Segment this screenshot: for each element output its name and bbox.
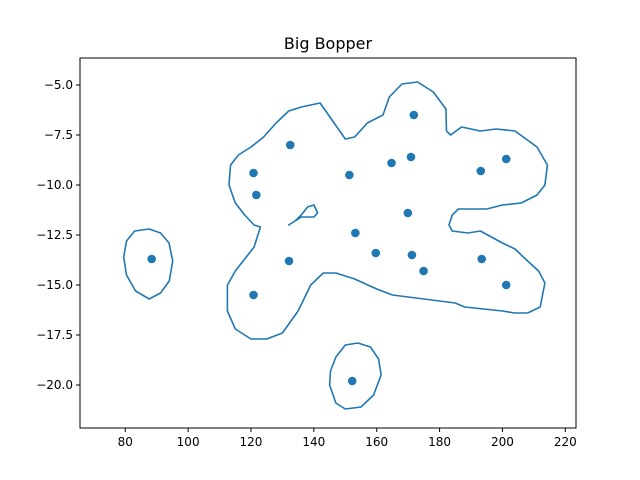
y-tick-label: −7.5: [44, 128, 73, 142]
scatter-point-17: [477, 254, 487, 264]
scatter-point-10: [387, 158, 396, 168]
axes-frame: [79, 57, 577, 429]
scatter-point-8: [347, 376, 357, 386]
y-tick-label: −10.0: [36, 178, 73, 192]
x-tick-label: 120: [240, 435, 263, 449]
y-tick-label: −17.5: [36, 328, 73, 342]
scatter-point-4: [285, 140, 295, 150]
y-tick-label: −5.0: [44, 78, 73, 92]
scatter-point-6: [345, 170, 354, 180]
plot-area: [122, 81, 549, 410]
y-tick-label: −20.0: [36, 378, 73, 392]
scatter-point-3: [249, 290, 258, 300]
scatter-point-2: [252, 190, 261, 200]
x-tick-label: 180: [428, 435, 451, 449]
scatter-point-13: [409, 110, 419, 120]
scatter-point-16: [476, 166, 486, 176]
scatter-point-14: [407, 250, 417, 260]
scatter-point-15: [419, 266, 428, 276]
scatter-point-12: [403, 208, 413, 218]
outline-contour-0: [122, 228, 174, 300]
y-tick-label: −12.5: [36, 228, 73, 242]
x-tick-label: 140: [302, 435, 325, 449]
scatter-point-19: [501, 280, 511, 290]
scatter-point-9: [371, 248, 381, 258]
scatter-point-11: [406, 152, 416, 162]
x-tick-label: 100: [177, 435, 200, 449]
outline-contour-2: [226, 81, 549, 340]
scatter-point-18: [501, 154, 511, 164]
x-tick-label: 220: [554, 435, 577, 449]
scatter-point-1: [249, 168, 258, 178]
chart-title: Big Bopper: [284, 34, 373, 53]
scatter-point-0: [147, 254, 156, 264]
scatter-point-7: [351, 228, 360, 238]
outline-contour-1: [328, 342, 382, 410]
y-tick-label: −15.0: [36, 278, 73, 292]
outline-contour-3: [287, 204, 319, 226]
x-tick-label: 160: [365, 435, 388, 449]
x-tick-label: 80: [118, 435, 133, 449]
axis-ticks: 80 100 120 140 160 180 200 220 −5.0 −7.5 −10.0 −12.…: [36, 78, 577, 449]
scatter-point-5: [284, 256, 294, 266]
x-tick-label: 200: [491, 435, 514, 449]
